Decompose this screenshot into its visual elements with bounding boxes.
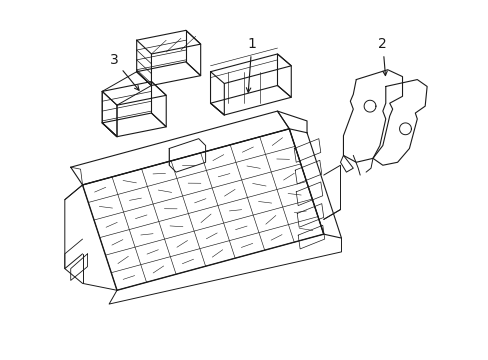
Text: 3: 3 [109,53,139,90]
Text: 1: 1 [246,37,256,92]
Text: 2: 2 [378,37,386,76]
